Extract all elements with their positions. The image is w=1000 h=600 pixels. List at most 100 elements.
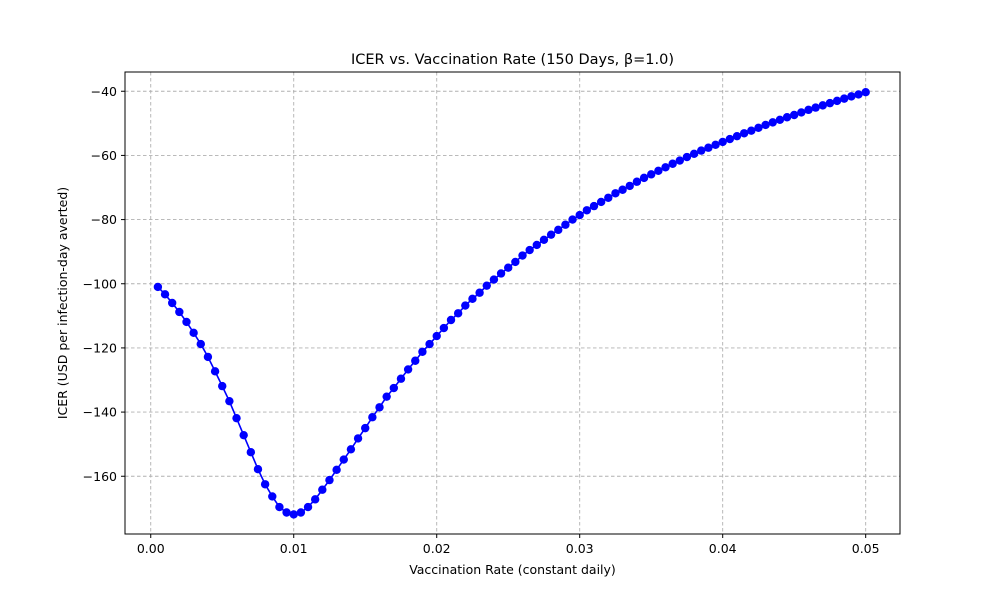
data-point <box>160 290 170 299</box>
data-point <box>689 149 699 159</box>
data-point <box>511 257 520 267</box>
data-point <box>325 475 334 485</box>
data-point <box>268 492 277 501</box>
data-point <box>439 323 449 333</box>
data-point <box>525 245 534 255</box>
y-axis-ticks: −160 −140 −120 −100 −80 −60 −40 <box>83 84 125 484</box>
data-point <box>296 508 306 517</box>
data-point <box>539 235 549 244</box>
data-point <box>604 193 613 202</box>
plot-area-background <box>125 72 900 534</box>
data-point <box>725 134 735 144</box>
data-point <box>489 275 499 284</box>
data-point <box>218 381 227 391</box>
data-point <box>425 339 434 349</box>
data-point <box>518 251 527 260</box>
x-tick-label: 0.02 <box>423 541 451 556</box>
data-point <box>804 105 813 115</box>
y-tick-label: −120 <box>83 340 117 355</box>
data-point <box>504 263 513 272</box>
data-point <box>396 374 406 383</box>
data-point <box>368 413 377 422</box>
data-point <box>432 331 441 341</box>
data-point <box>654 166 663 176</box>
data-point <box>568 215 577 224</box>
data-point <box>232 413 241 423</box>
grid-lines <box>125 72 900 534</box>
data-point <box>332 465 341 475</box>
data-point <box>361 423 370 433</box>
data-point <box>346 445 356 454</box>
data-point <box>661 163 670 172</box>
data-point <box>403 365 413 374</box>
data-point <box>546 230 556 239</box>
x-axis-label: Vaccination Rate (constant daily) <box>409 562 616 577</box>
y-tick-label: −100 <box>83 276 117 291</box>
y-tick-label: −60 <box>91 148 117 163</box>
data-point <box>282 508 291 517</box>
data-point <box>353 434 363 443</box>
series-group <box>153 88 870 519</box>
data-point <box>225 396 234 406</box>
data-point <box>554 225 563 235</box>
data-point <box>411 356 420 365</box>
data-point <box>711 140 720 150</box>
data-point <box>682 152 692 162</box>
data-point <box>375 403 384 412</box>
data-point <box>446 315 456 325</box>
data-point <box>189 328 198 338</box>
data-point <box>818 101 827 110</box>
data-point <box>196 339 205 349</box>
data-point <box>382 392 391 401</box>
data-point <box>532 240 542 250</box>
data-point <box>561 220 570 229</box>
y-tick-label: −140 <box>83 405 117 420</box>
data-point <box>461 301 470 310</box>
data-point <box>639 173 649 183</box>
data-point <box>589 201 599 211</box>
chart-title: ICER vs. Vaccination Rate (150 Days, β=1… <box>351 52 674 68</box>
x-tick-label: 0.04 <box>709 541 737 556</box>
y-tick-label: −80 <box>91 212 117 227</box>
data-point <box>611 189 620 198</box>
data-point <box>782 113 792 122</box>
data-point <box>468 294 477 304</box>
y-tick-label: −40 <box>91 84 117 99</box>
data-point <box>632 177 642 186</box>
data-point <box>754 123 763 133</box>
data-point <box>582 206 592 215</box>
data-point <box>475 288 484 297</box>
data-point <box>239 430 248 440</box>
data-point <box>739 129 749 138</box>
data-point <box>854 90 863 99</box>
data-point <box>596 197 606 207</box>
y-axis-label: ICER (USD per infection-day averted) <box>55 187 70 419</box>
data-point <box>861 88 870 97</box>
data-point <box>253 464 263 474</box>
data-point <box>246 447 256 457</box>
data-point <box>797 108 806 117</box>
data-point <box>182 317 191 327</box>
data-point <box>625 181 634 191</box>
data-point <box>418 347 427 356</box>
data-point <box>575 210 584 220</box>
data-point <box>210 367 220 376</box>
data-point <box>453 309 463 318</box>
data-point <box>704 143 713 152</box>
data-point <box>840 94 849 103</box>
y-tick-label: −160 <box>83 469 117 484</box>
data-point <box>811 103 820 112</box>
data-point <box>768 118 777 127</box>
data-point <box>303 502 313 512</box>
data-point <box>618 185 627 194</box>
data-point <box>847 92 856 101</box>
x-axis-ticks: 0.00 0.01 0.02 0.03 0.04 0.05 <box>137 534 880 556</box>
data-point <box>675 156 684 165</box>
data-point <box>318 485 327 494</box>
data-point <box>789 110 799 120</box>
data-point <box>747 126 756 135</box>
data-point <box>260 480 270 489</box>
data-point <box>647 170 656 179</box>
x-tick-label: 0.05 <box>852 541 880 556</box>
